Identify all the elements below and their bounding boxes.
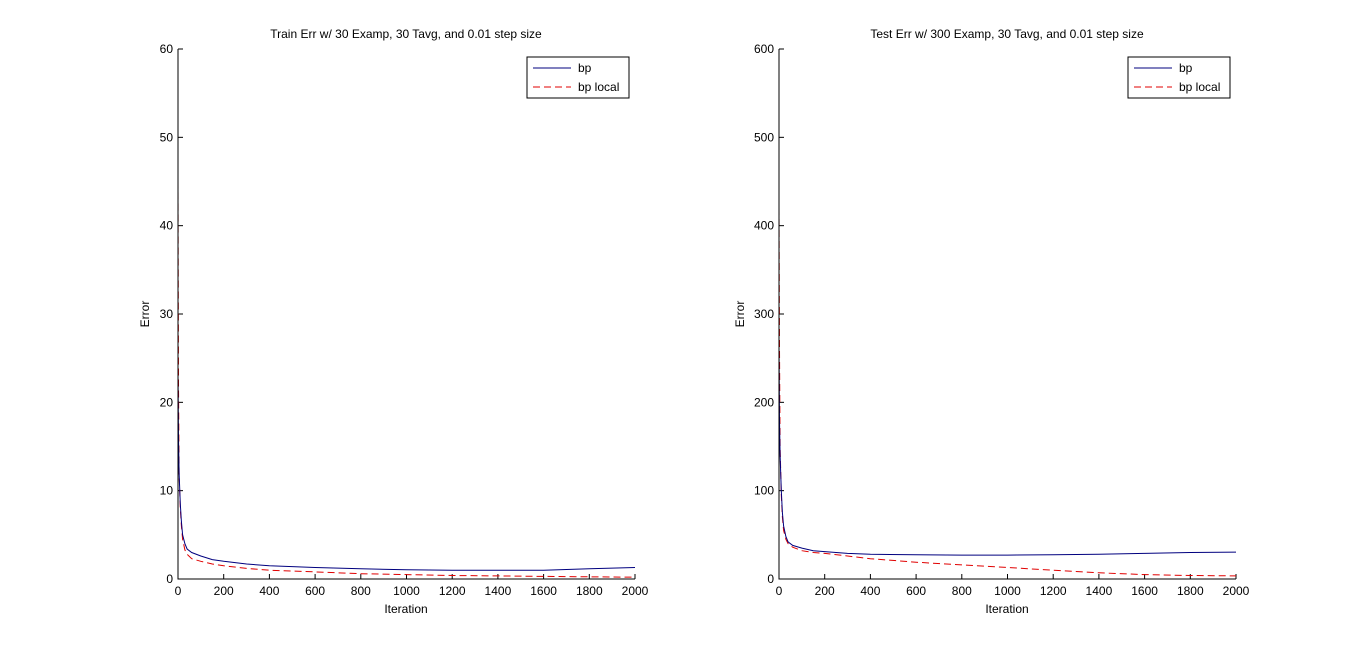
x-tick-label: 2000 bbox=[1223, 584, 1250, 598]
series-line-bp bbox=[177, 371, 636, 571]
train-error-chart: Train Err w/ 30 Examp, 30 Tavg, and 0.01… bbox=[138, 27, 649, 616]
y-tick-label: 400 bbox=[754, 219, 774, 233]
y-tick-label: 50 bbox=[160, 130, 174, 144]
x-axis-label: Iteration bbox=[384, 602, 427, 616]
x-tick-label: 600 bbox=[906, 584, 926, 598]
legend-label-bp: bp bbox=[578, 61, 592, 75]
legend: bp bp local bbox=[1127, 56, 1231, 99]
x-tick-label: 1200 bbox=[1040, 584, 1067, 598]
x-tick-label: 1400 bbox=[1086, 584, 1113, 598]
y-tick-label: 0 bbox=[767, 572, 774, 586]
legend-box bbox=[1127, 56, 1231, 99]
chart-title: Test Err w/ 300 Examp, 30 Tavg, and 0.01… bbox=[870, 27, 1144, 41]
y-tick-label: 60 bbox=[160, 42, 174, 56]
y-tick-label: 0 bbox=[166, 572, 173, 586]
series-line-bp bbox=[778, 344, 1237, 556]
x-tick-label: 2000 bbox=[622, 584, 649, 598]
x-tick-label: 1200 bbox=[439, 584, 466, 598]
plot-area bbox=[178, 49, 635, 579]
x-tick-label: 600 bbox=[305, 584, 325, 598]
y-axis: 0 100 200 300 400 500 600 bbox=[754, 42, 784, 586]
x-tick-label: 0 bbox=[175, 584, 182, 598]
y-axis-label: Error bbox=[138, 301, 152, 328]
axes-frame bbox=[778, 49, 1236, 580]
y-tick-label: 40 bbox=[160, 219, 174, 233]
y-axis-label: Error bbox=[733, 301, 747, 328]
x-tick-label: 400 bbox=[259, 584, 279, 598]
legend: bp bp local bbox=[526, 56, 630, 99]
y-tick-label: 500 bbox=[754, 130, 774, 144]
x-tick-label: 800 bbox=[351, 584, 371, 598]
legend-label-bp-local: bp local bbox=[1179, 80, 1220, 94]
legend-label-bp-local: bp local bbox=[578, 80, 619, 94]
x-axis: 0 200 400 600 800 1000 1200 1400 1600 1800 2000 bbox=[175, 574, 649, 598]
x-tick-label: 1600 bbox=[530, 584, 557, 598]
series-layer bbox=[177, 181, 636, 578]
x-tick-label: 1800 bbox=[1177, 584, 1204, 598]
x-tick-label: 1000 bbox=[994, 584, 1021, 598]
series-layer bbox=[778, 207, 1237, 577]
legend-label-bp: bp bbox=[1179, 61, 1193, 75]
y-tick-label: 200 bbox=[754, 395, 774, 409]
x-axis-label: Iteration bbox=[985, 602, 1028, 616]
y-tick-label: 300 bbox=[754, 307, 774, 321]
x-tick-label: 1800 bbox=[576, 584, 603, 598]
y-tick-label: 30 bbox=[160, 307, 174, 321]
plot-area bbox=[779, 49, 1236, 579]
x-tick-label: 1400 bbox=[485, 584, 512, 598]
x-tick-label: 200 bbox=[214, 584, 234, 598]
x-tick-label: 0 bbox=[776, 584, 783, 598]
chart-title: Train Err w/ 30 Examp, 30 Tavg, and 0.01… bbox=[270, 27, 542, 41]
test-error-chart: Test Err w/ 300 Examp, 30 Tavg, and 0.01… bbox=[733, 27, 1250, 616]
axes-frame bbox=[177, 49, 635, 580]
x-tick-label: 1000 bbox=[393, 584, 420, 598]
y-tick-label: 20 bbox=[160, 395, 174, 409]
y-tick-label: 10 bbox=[160, 484, 174, 498]
x-tick-label: 200 bbox=[815, 584, 835, 598]
x-tick-label: 400 bbox=[860, 584, 880, 598]
y-tick-label: 600 bbox=[754, 42, 774, 56]
legend-box bbox=[526, 56, 630, 99]
x-axis: 0 200 400 600 800 1000 1200 1400 1600 1800 2000 bbox=[776, 574, 1250, 598]
x-tick-label: 1600 bbox=[1131, 584, 1158, 598]
x-tick-label: 800 bbox=[952, 584, 972, 598]
y-axis: 0 10 20 30 40 50 60 bbox=[160, 42, 183, 586]
y-tick-label: 100 bbox=[754, 484, 774, 498]
